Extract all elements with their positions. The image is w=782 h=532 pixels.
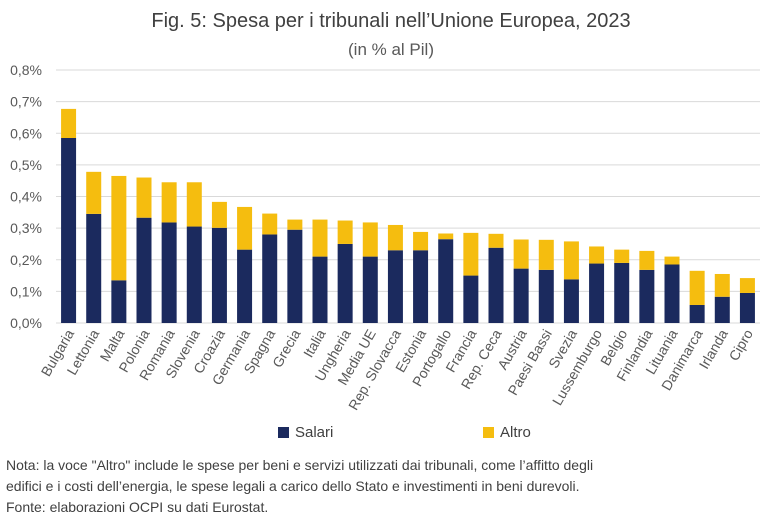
bar-altro — [111, 175, 127, 281]
bar-salari — [589, 263, 605, 323]
y-tick-label: 0,5% — [10, 157, 42, 173]
bar-salari — [61, 137, 77, 323]
bar-salari — [739, 292, 755, 323]
note-line-1: Nota: la voce "Altro" include le spese p… — [6, 457, 594, 473]
bar-altro — [262, 213, 278, 235]
grid-lines — [56, 69, 760, 324]
bar-salari — [563, 279, 579, 323]
bar-altro — [513, 239, 529, 269]
y-tick-label: 0,6% — [10, 125, 42, 141]
bar-salari — [488, 247, 504, 323]
bar-salari — [639, 269, 655, 323]
legend: Salari Altro — [0, 424, 782, 446]
bar-salari — [337, 243, 353, 323]
bar-altro — [664, 256, 680, 265]
bar-salari — [312, 256, 328, 323]
bar-altro — [563, 241, 579, 280]
bar-salari — [513, 268, 529, 323]
chart-subtitle: (in % al Pil) — [348, 40, 434, 59]
bar-altro — [211, 201, 227, 228]
bar-salari — [86, 213, 102, 323]
source-line: Fonte: elaborazioni OCPI su dati Eurosta… — [6, 499, 269, 515]
bar-altro — [387, 224, 403, 251]
y-tick-label: 0,2% — [10, 252, 42, 268]
y-tick-label: 0,7% — [10, 94, 42, 110]
bar-salari — [463, 275, 479, 323]
bar-altro — [287, 219, 303, 230]
bar-salari — [438, 239, 454, 323]
legend-label-salari: Salari — [295, 424, 334, 441]
x-axis-ticks: BulgariaLettoniaMaltaPoloniaRomaniaSlove… — [38, 326, 757, 412]
bar-altro — [312, 219, 328, 257]
legend-swatch-altro — [483, 427, 494, 438]
note-line-2: edifici e i costi dell’energia, le spese… — [6, 478, 580, 494]
legend-item-altro: Altro — [483, 424, 531, 441]
bar-salari — [186, 226, 202, 323]
bar-altro — [538, 239, 554, 270]
bar-salari — [614, 262, 630, 323]
bar-altro — [488, 233, 504, 248]
bar-salari — [161, 222, 177, 323]
legend-label-altro: Altro — [500, 424, 531, 441]
bar-salari — [714, 296, 730, 323]
bar-salari — [287, 229, 303, 323]
bar-salari — [387, 250, 403, 323]
footnote: Nota: la voce "Altro" include le spese p… — [6, 455, 776, 518]
legend-swatch-salari — [278, 427, 289, 438]
legend-item-salari: Salari — [278, 424, 333, 441]
y-tick-label: 0,8% — [10, 62, 42, 78]
bar-salari — [538, 269, 554, 323]
bar-altro — [337, 220, 353, 244]
bar-altro — [136, 177, 152, 218]
bar-altro — [362, 222, 378, 257]
y-tick-label: 0,3% — [10, 220, 42, 236]
bar-salari — [111, 280, 127, 323]
chart-title: Fig. 5: Spesa per i tribunali nell’Union… — [151, 10, 631, 32]
bar-altro — [438, 233, 454, 240]
bar-altro — [86, 171, 102, 214]
bar-altro — [739, 278, 755, 293]
y-tick-label: 0,4% — [10, 189, 42, 205]
bar-salari — [237, 249, 253, 323]
bar-altro — [186, 182, 202, 227]
bar-altro — [61, 108, 77, 138]
bar-salari — [136, 217, 152, 323]
bar-salari — [664, 264, 680, 323]
y-tick-label: 0,1% — [10, 283, 42, 299]
bar-salari — [211, 227, 227, 323]
bar-salari — [413, 250, 429, 323]
bars — [61, 108, 755, 323]
y-axis-ticks: 0,0% 0,1% 0,2% 0,3% 0,4% 0,5% 0,6% 0,7% 0,8% — [10, 62, 42, 331]
bar-salari — [362, 256, 378, 323]
bar-altro — [689, 270, 705, 305]
bar-altro — [714, 273, 730, 297]
bar-altro — [589, 246, 605, 264]
bar-altro — [614, 249, 630, 263]
bar-altro — [237, 206, 253, 250]
bar-altro — [161, 182, 177, 223]
bar-salari — [689, 304, 705, 323]
bar-salari — [262, 234, 278, 323]
bar-altro — [639, 250, 655, 270]
y-tick-label: 0,0% — [10, 315, 42, 331]
x-tick-label: Cipro — [725, 326, 756, 363]
bar-altro — [413, 231, 429, 251]
bar-altro — [463, 232, 479, 276]
